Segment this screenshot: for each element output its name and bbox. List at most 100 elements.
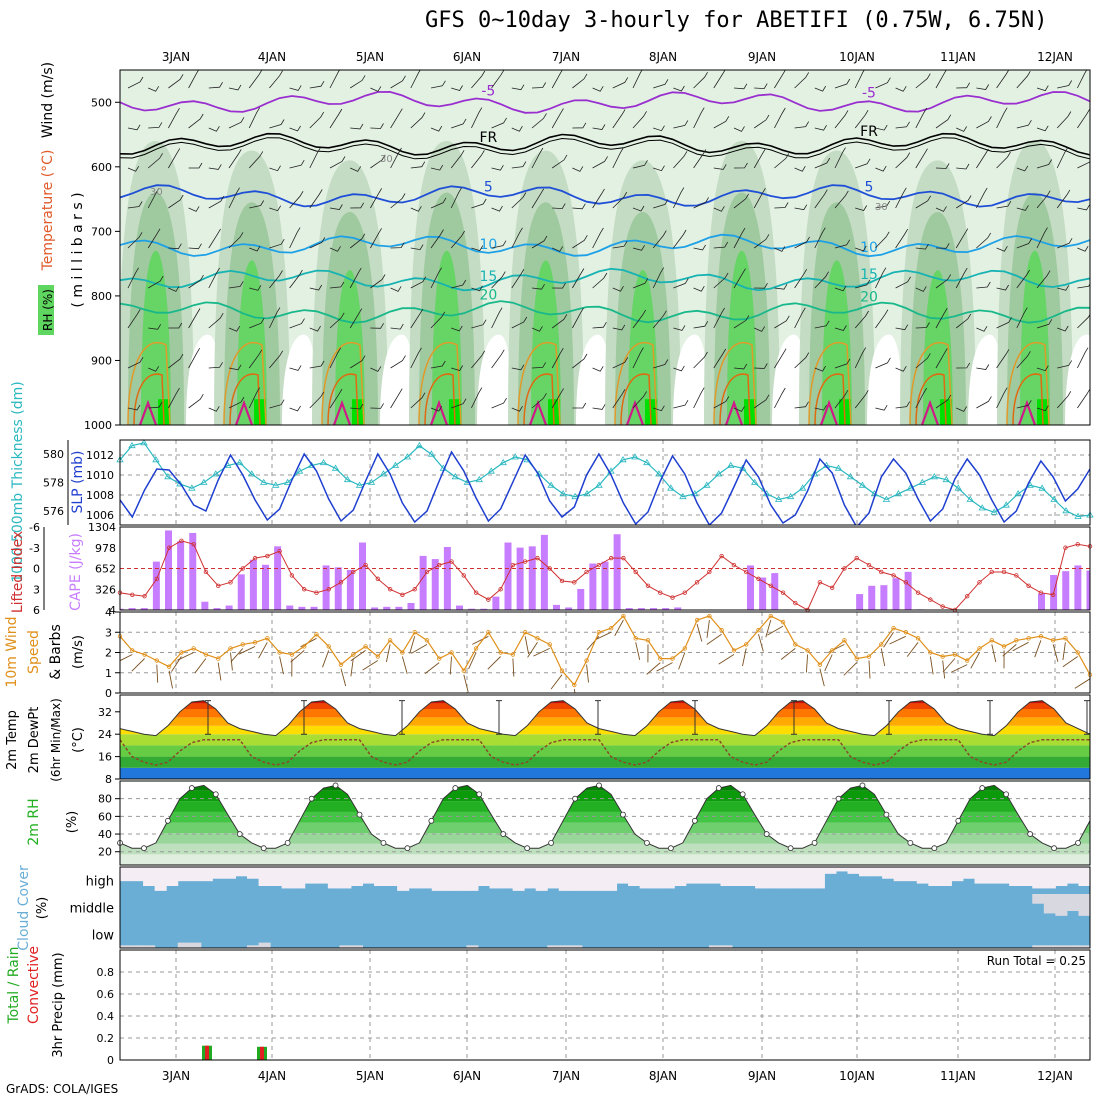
wind-tick: 1 xyxy=(105,667,112,680)
cape-bar xyxy=(880,585,887,610)
cape-bar xyxy=(1038,593,1045,610)
rh-point xyxy=(836,796,841,801)
wind-barb-10m xyxy=(341,669,346,686)
rh-point xyxy=(381,840,386,845)
precip-total-label: Total / Rain xyxy=(6,946,22,1024)
cape-bar xyxy=(262,565,269,610)
cloud-high-clear xyxy=(1044,867,1056,888)
wind-barb-10m xyxy=(574,689,577,707)
cloud-high-clear xyxy=(871,867,883,876)
cloud-high-clear xyxy=(998,867,1010,884)
slp-axis-label: SLP (mb) xyxy=(70,450,86,513)
isotherm-label: 20 xyxy=(860,289,878,305)
rh-label: 30 xyxy=(875,202,888,213)
wind-barb-10m xyxy=(113,640,121,656)
rh-point xyxy=(573,796,578,801)
wind-barb-10m xyxy=(425,663,439,674)
rh-point xyxy=(165,818,170,823)
cape-bar xyxy=(505,543,512,610)
wind10-axis-label-3: & Barbs xyxy=(48,624,64,680)
cloud-high-clear xyxy=(582,867,594,891)
cloud-high-clear xyxy=(963,867,975,879)
cloud-high-clear xyxy=(420,867,432,888)
precip-tick: 0.2 xyxy=(97,1032,115,1045)
isotherm-label: 10 xyxy=(479,237,497,253)
cape-bar xyxy=(420,556,427,610)
temp-axis-label-2: 2m DewPt xyxy=(27,707,42,774)
cloud-middle-bar xyxy=(1032,894,1044,904)
cloud-high-clear xyxy=(732,867,744,886)
cloud-high-clear xyxy=(570,867,582,891)
cloud-high-clear xyxy=(674,867,686,886)
bottom-day-label: 4JAN xyxy=(258,1069,286,1083)
cloud-high-clear xyxy=(397,867,409,891)
rh-point xyxy=(932,846,937,851)
wind-barb-10m xyxy=(450,657,451,675)
wind-barb-10m xyxy=(707,634,722,644)
cloud-high-clear xyxy=(767,867,779,888)
cloud-axis-label: Cloud Cover xyxy=(16,865,32,951)
cloud-high-clear xyxy=(559,867,571,891)
li-tick: 0 xyxy=(33,563,40,576)
thickness-tick: 580 xyxy=(43,448,64,461)
wind-barb-10m xyxy=(951,665,967,673)
cloud-high-clear xyxy=(432,867,444,891)
top-day-label: 8JAN xyxy=(649,50,677,64)
precip-tick: 0.8 xyxy=(97,966,115,979)
cloud-high-clear xyxy=(905,867,917,881)
cloud-high-clear xyxy=(686,867,698,884)
rh-tick: 20 xyxy=(98,846,112,859)
rh-point xyxy=(788,846,793,851)
rh-point xyxy=(980,786,985,791)
rh-tick: 60 xyxy=(98,810,112,823)
rh-tick: 40 xyxy=(98,828,112,841)
wind-barb-10m xyxy=(820,669,824,687)
cloud-high-clear xyxy=(386,867,398,886)
precip-convective-label: Convective xyxy=(26,946,42,1024)
cape-bar xyxy=(408,603,415,610)
cape-bar xyxy=(541,535,548,610)
thickness-tick: 576 xyxy=(43,505,64,518)
cloud-high-clear xyxy=(651,867,663,888)
precip-tick: 0.6 xyxy=(97,988,115,1001)
cape-tick: 1304 xyxy=(88,521,116,534)
cloud-high-clear xyxy=(259,867,271,886)
wind-barb-10m xyxy=(869,661,870,679)
cloud-high-clear xyxy=(178,867,190,881)
wind-barb-10m xyxy=(259,642,268,658)
pressure-tick: 800 xyxy=(91,290,112,303)
wind-axis-label: Wind (m/s) xyxy=(40,62,56,138)
temp-axis-label-1: 2m Temp xyxy=(5,710,20,770)
top-day-label: 9JAN xyxy=(748,50,776,64)
isotherm-label: FR xyxy=(860,124,878,140)
run-total-label: Run Total = 0.25 xyxy=(987,954,1086,968)
pressure-tick: 900 xyxy=(91,354,112,367)
cloud-high-clear xyxy=(859,867,871,876)
rh-band xyxy=(120,854,1090,865)
cape-bar xyxy=(529,546,536,610)
bottom-day-label: 10JAN xyxy=(839,1069,875,1083)
rh-point xyxy=(501,832,506,837)
cloud-middle-bar xyxy=(1044,894,1056,913)
isotherm-label: -5 xyxy=(862,85,876,101)
cloud-high-clear xyxy=(951,867,963,881)
rh-point xyxy=(429,818,434,823)
rh-point xyxy=(764,832,769,837)
wind-barb-10m xyxy=(930,657,933,675)
cloud-high-clear xyxy=(501,867,513,888)
top-day-label: 3JAN xyxy=(162,50,190,64)
cape-bar xyxy=(856,594,863,610)
cloud-low-bar xyxy=(178,943,190,948)
cloud-high-clear xyxy=(801,867,813,888)
temp-minmax-bar xyxy=(1084,701,1090,735)
cape-bar xyxy=(577,589,584,610)
isotherm-label: 20 xyxy=(479,287,497,303)
cloud-high-clear xyxy=(778,867,790,888)
wind-barb-10m xyxy=(513,659,514,677)
rh-point xyxy=(405,846,410,851)
wind-barb-10m xyxy=(231,648,243,662)
cape-bar xyxy=(201,602,208,610)
wind10-axis-label-2: Speed xyxy=(26,630,42,674)
temp-minmax-bar xyxy=(987,701,993,735)
